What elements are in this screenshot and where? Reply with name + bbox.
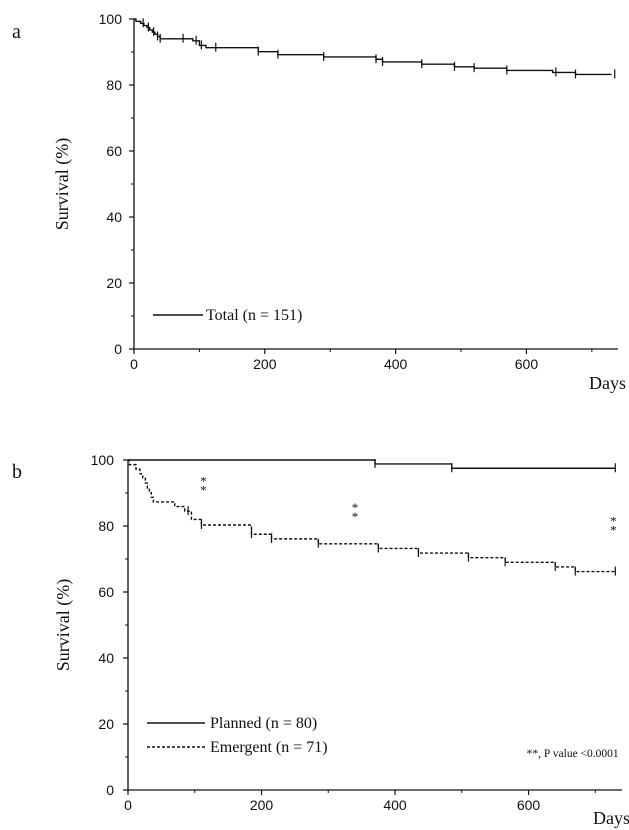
significance-marker: *: [352, 509, 359, 524]
significance-marker: *: [200, 483, 207, 498]
panel-b: b 0 20 40 60 80 100 0 200 400 600 Days Survival (%) P…: [12, 452, 629, 828]
x-tick-label: 0: [130, 356, 138, 372]
y-tick-label: 80: [106, 77, 122, 93]
y-tick-label: 40: [106, 209, 122, 225]
y-tick-label: 0: [106, 782, 114, 798]
x-tick-label: 0: [124, 797, 132, 813]
x-tick-label: 600: [517, 797, 541, 813]
significance-marker: *: [200, 474, 207, 489]
y-tick-label: 60: [98, 584, 114, 600]
y-tick-label: 40: [98, 650, 114, 666]
legend-label: Planned (n = 80): [210, 715, 317, 732]
panel-label: b: [12, 461, 22, 483]
x-tick-label: 200: [250, 797, 274, 813]
x-axis-title: Days: [589, 373, 626, 393]
x-tick-label: 400: [384, 356, 408, 372]
survival-curve: [128, 459, 616, 469]
y-tick-label: 80: [98, 518, 114, 534]
legend-label: Emergent (n = 71): [210, 739, 328, 756]
x-axis-title: Days: [593, 808, 629, 828]
y-tick-label: 20: [98, 716, 114, 732]
y-axis-title: Survival (%): [52, 138, 73, 230]
p-value-note: **, P value <0.0001: [527, 748, 619, 760]
significance-marker: *: [610, 522, 617, 537]
y-axis-title: Survival (%): [53, 579, 74, 671]
y-tick-label: 100: [91, 452, 115, 468]
x-tick-label: 400: [383, 797, 407, 813]
x-tick-label: 600: [515, 356, 539, 372]
y-tick-label: 60: [106, 143, 122, 159]
y-tick-label: 100: [99, 11, 123, 27]
survival-curve: [134, 18, 612, 76]
y-tick-label: 0: [114, 341, 122, 357]
significance-marker: *: [352, 500, 359, 515]
legend-label: Total (n = 151): [206, 307, 302, 324]
significance-marker: *: [610, 513, 617, 528]
y-tick-label: 20: [106, 275, 122, 291]
panel-label: a: [12, 21, 21, 43]
panel-a: a 0 20 40 60 80 100 0 200 400 600 Days Survival (%) T…: [12, 11, 626, 393]
x-tick-label: 200: [253, 356, 277, 372]
